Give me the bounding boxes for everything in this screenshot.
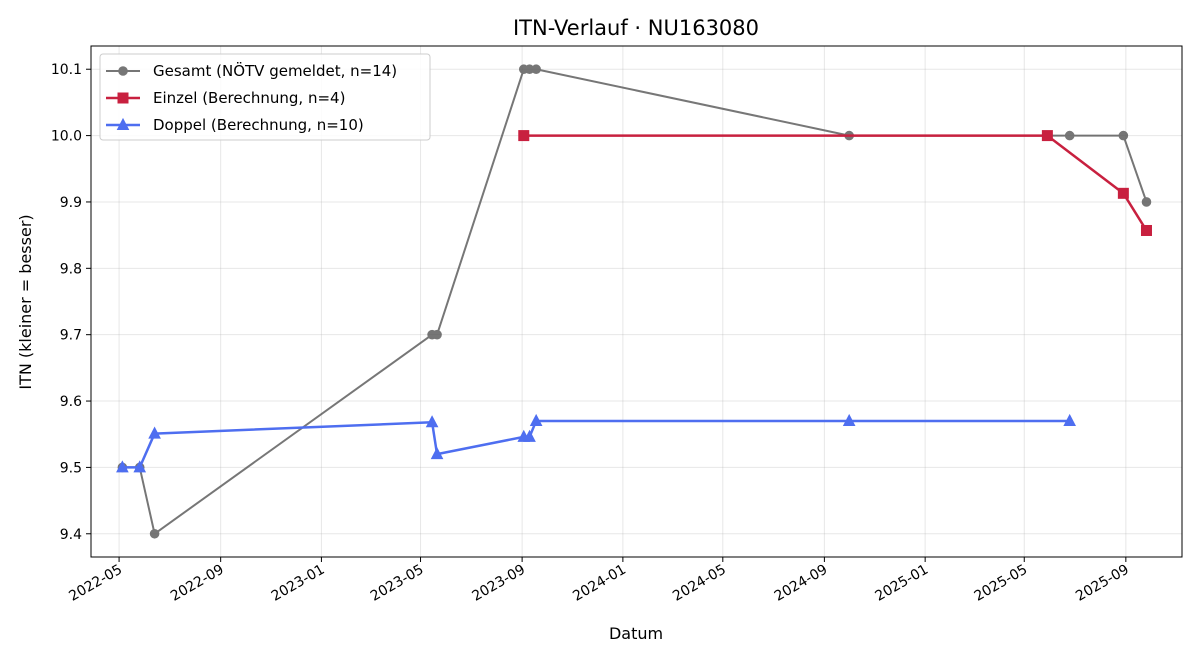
doppel-point — [430, 447, 444, 460]
legend-marker — [117, 92, 129, 104]
legend-label: Gesamt (NÖTV gemeldet, n=14) — [153, 61, 397, 80]
legend-marker — [118, 66, 128, 76]
x-tick-label: 2024-09 — [772, 562, 831, 605]
doppel-point — [1063, 413, 1077, 426]
doppel-point — [133, 460, 147, 473]
x-tick-label: 2023-09 — [469, 562, 528, 605]
doppel-series — [116, 413, 1077, 473]
series-layer — [116, 64, 1152, 539]
einzel-series-line — [523, 134, 1148, 232]
legend-item-doppel — [106, 117, 140, 130]
y-tick-label: 9.8 — [60, 261, 82, 277]
y-tick-label: 10.1 — [51, 62, 82, 78]
y-axis-label: ITN (kleiner = besser) — [16, 214, 35, 389]
legend-item-gesamt — [106, 66, 140, 76]
gesamt-point — [1118, 130, 1129, 141]
gesamt-point — [149, 528, 160, 539]
einzel-point — [1041, 130, 1053, 142]
einzel-series — [518, 130, 1152, 236]
plot-frame — [90, 45, 1183, 558]
legend: Gesamt (NÖTV gemeldet, n=14) Einzel (Bere… — [99, 53, 431, 141]
doppel-point — [148, 426, 161, 439]
x-axis-label: Datum — [609, 624, 663, 643]
x-tick-label: 2023-01 — [269, 562, 328, 605]
x-tick-label: 2022-09 — [168, 562, 227, 605]
gesamt-point — [531, 64, 541, 75]
legend-label: Doppel (Berechnung, n=10) — [153, 116, 364, 134]
gesamt-point — [1141, 197, 1152, 207]
x-tick-label: 2025-05 — [972, 562, 1031, 605]
doppel-point — [116, 460, 129, 473]
legend-item-einzel — [106, 92, 140, 104]
einzel-point — [1117, 187, 1129, 199]
doppel-point — [523, 429, 536, 442]
y-tick-label: 9.6 — [60, 394, 82, 410]
x-tick-label: 2025-09 — [1073, 562, 1132, 605]
y-tick-label: 10.0 — [51, 129, 82, 145]
legend-box — [99, 53, 431, 141]
y-tick-label: 9.4 — [60, 527, 82, 543]
doppel-point — [425, 415, 439, 428]
legend-label: Einzel (Berechnung, n=4) — [153, 89, 345, 107]
einzel-point — [1140, 224, 1152, 236]
x-tick-label: 2024-01 — [570, 562, 629, 605]
gesamt-point — [1064, 130, 1075, 141]
axes-layer: 2022-05 2022-09 2023-01 2023-05 2023-09 2024-… — [51, 62, 1132, 604]
y-tick-label: 9.9 — [60, 195, 82, 211]
x-tick-label: 2023-05 — [368, 562, 427, 605]
x-tick-label: 2024-05 — [670, 562, 729, 605]
legend-marker — [116, 117, 130, 130]
doppel-series-line — [122, 419, 1070, 469]
x-tick-label: 2022-05 — [66, 562, 125, 605]
y-tick-label: 9.7 — [60, 328, 82, 344]
chart-title: ITN-Verlauf · NU163080 — [513, 16, 759, 40]
y-tick-label: 9.5 — [60, 460, 82, 476]
gesamt-point — [432, 329, 442, 340]
einzel-point — [518, 130, 530, 142]
doppel-point — [842, 413, 856, 426]
x-tick-label: 2025-01 — [872, 562, 931, 605]
doppel-point — [529, 413, 543, 426]
